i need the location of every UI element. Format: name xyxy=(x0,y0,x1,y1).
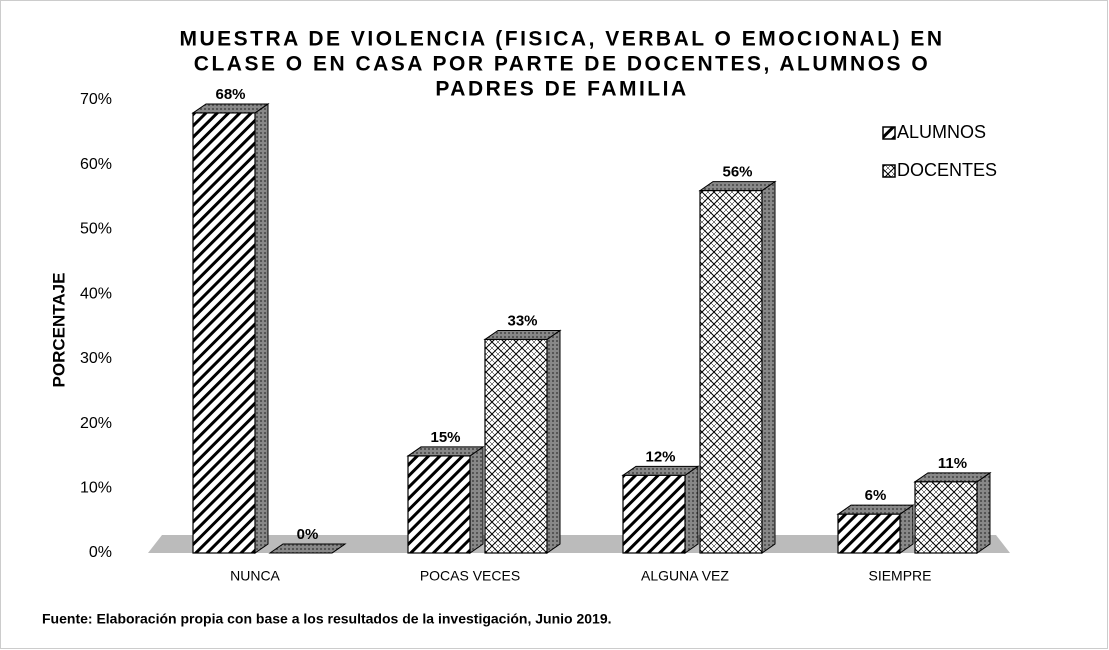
x-tick-label: POCAS VECES xyxy=(420,568,520,584)
bar xyxy=(407,455,471,554)
data-label: 0% xyxy=(297,526,319,543)
bar-top xyxy=(406,446,485,457)
y-axis-label: PORCENTAJE xyxy=(49,273,68,388)
legend-label: DOCENTES xyxy=(897,160,997,180)
y-tick-label: 0% xyxy=(89,544,112,561)
y-tick-label: 60% xyxy=(80,156,112,173)
bar-top xyxy=(268,543,347,554)
bar xyxy=(837,513,901,554)
data-label: 12% xyxy=(645,448,675,465)
legend-swatch xyxy=(882,126,896,140)
bar-top xyxy=(621,465,700,476)
data-label: 11% xyxy=(938,455,967,472)
chart-title: MUESTRA DE VIOLENCIA (FISICA, VERBAL O E… xyxy=(179,28,944,51)
bar-top xyxy=(913,472,992,483)
bar xyxy=(192,112,256,554)
bar xyxy=(699,190,763,554)
bar-top xyxy=(698,181,777,192)
x-tick-label: NUNCA xyxy=(230,568,280,584)
bar-top xyxy=(836,504,915,515)
chart-title: PADRES DE FAMILIA xyxy=(435,78,688,101)
data-label: 6% xyxy=(865,487,887,504)
bar-side xyxy=(684,465,699,554)
y-tick-label: 20% xyxy=(80,415,112,432)
y-tick-label: 70% xyxy=(80,91,112,108)
data-label: 15% xyxy=(430,429,460,446)
x-tick-label: SIEMPRE xyxy=(868,568,931,584)
data-label: 33% xyxy=(507,312,537,329)
bar-side xyxy=(546,329,561,554)
y-tick-label: 50% xyxy=(80,221,112,238)
bar xyxy=(622,474,686,554)
data-label: 68% xyxy=(215,86,245,103)
bar-side xyxy=(761,180,776,554)
x-tick-label: ALGUNA VEZ xyxy=(641,568,729,584)
legend-swatch xyxy=(882,164,896,178)
bar-top xyxy=(483,329,562,340)
floor xyxy=(148,535,1010,553)
bar xyxy=(484,338,548,554)
chart-title: CLASE O EN CASA POR PARTE DE DOCENTES, A… xyxy=(194,53,930,76)
bar-side xyxy=(469,445,484,554)
legend-label: ALUMNOS xyxy=(897,122,986,142)
y-tick-label: 10% xyxy=(80,480,112,497)
data-label: 56% xyxy=(722,164,752,181)
bar-side xyxy=(254,102,269,554)
y-tick-label: 30% xyxy=(80,350,112,367)
bar xyxy=(914,481,978,554)
source-note: Fuente: Elaboración propia con base a lo… xyxy=(42,611,612,627)
bar-side xyxy=(976,471,991,554)
y-tick-label: 40% xyxy=(80,285,112,302)
bar-top xyxy=(191,103,270,114)
